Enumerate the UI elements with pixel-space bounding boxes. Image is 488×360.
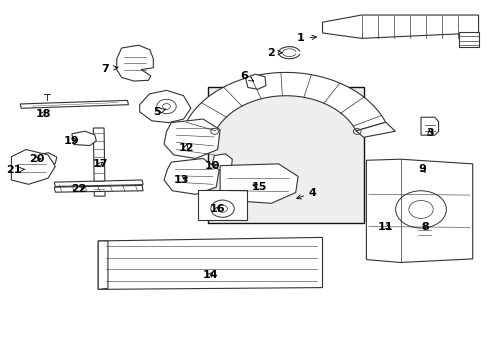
Text: 12: 12 [178, 143, 193, 153]
Polygon shape [54, 185, 143, 192]
Polygon shape [186, 72, 385, 131]
Polygon shape [355, 122, 395, 137]
Text: 17: 17 [93, 159, 108, 169]
Polygon shape [34, 153, 57, 166]
Bar [198, 190, 246, 220]
Polygon shape [54, 180, 143, 186]
Text: 16: 16 [209, 204, 225, 214]
Polygon shape [322, 15, 478, 39]
Polygon shape [117, 45, 153, 81]
Polygon shape [176, 122, 215, 137]
Text: 3: 3 [425, 129, 433, 138]
Polygon shape [458, 32, 478, 47]
Polygon shape [20, 100, 128, 108]
Bar [207, 87, 363, 223]
Text: 10: 10 [204, 161, 220, 171]
Text: 8: 8 [420, 222, 428, 231]
Polygon shape [366, 159, 472, 262]
Text: 22: 22 [71, 184, 86, 194]
Polygon shape [93, 128, 105, 196]
Text: 5: 5 [153, 107, 165, 117]
Text: 20: 20 [29, 154, 44, 164]
Text: 13: 13 [173, 175, 188, 185]
Text: 11: 11 [377, 222, 393, 231]
Polygon shape [413, 226, 435, 240]
Polygon shape [211, 154, 232, 171]
Polygon shape [163, 119, 220, 158]
Polygon shape [245, 74, 265, 89]
Text: 7: 7 [102, 64, 118, 74]
Polygon shape [98, 241, 108, 289]
Polygon shape [98, 237, 322, 289]
Polygon shape [420, 117, 438, 135]
Polygon shape [416, 167, 434, 180]
Text: 2: 2 [267, 48, 282, 58]
Polygon shape [380, 225, 406, 236]
Text: 19: 19 [63, 136, 79, 145]
Text: 1: 1 [296, 33, 316, 43]
Text: 21: 21 [6, 165, 25, 175]
Text: 15: 15 [251, 182, 266, 192]
Polygon shape [163, 158, 219, 194]
Polygon shape [140, 90, 190, 123]
Text: 14: 14 [202, 270, 218, 280]
Polygon shape [72, 131, 96, 145]
Polygon shape [11, 149, 55, 184]
Polygon shape [220, 164, 298, 203]
Text: 6: 6 [240, 71, 253, 81]
Text: 4: 4 [296, 188, 316, 199]
Text: 9: 9 [418, 164, 426, 174]
Text: 18: 18 [35, 109, 51, 119]
